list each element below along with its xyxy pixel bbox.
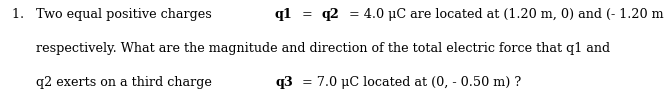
Text: q1: q1: [275, 8, 293, 21]
Text: q2 exerts on a third charge: q2 exerts on a third charge: [12, 76, 216, 89]
Text: =: =: [297, 8, 317, 21]
Text: respectively. What are the magnitude and direction of the total electric force t: respectively. What are the magnitude and…: [12, 42, 610, 55]
Text: = 4.0 μC are located at (1.20 m, 0) and (- 1.20 m, 0),: = 4.0 μC are located at (1.20 m, 0) and …: [345, 8, 664, 21]
Text: q2: q2: [322, 8, 340, 21]
Text: q3: q3: [275, 76, 293, 89]
Text: 1.   Two equal positive charges: 1. Two equal positive charges: [12, 8, 216, 21]
Text: = 7.0 μC located at (0, - 0.50 m) ?: = 7.0 μC located at (0, - 0.50 m) ?: [298, 76, 521, 89]
